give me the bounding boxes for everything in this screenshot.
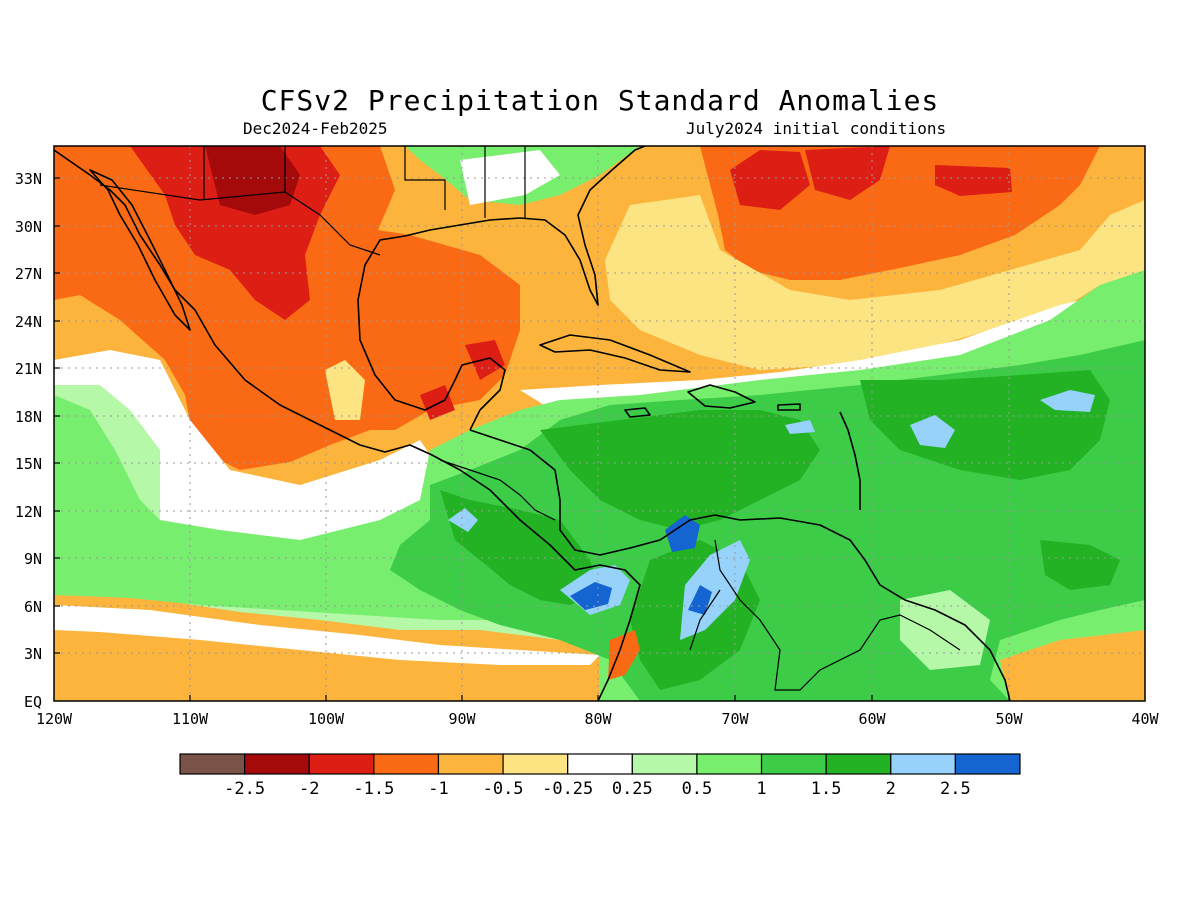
latitude-ticks [54,177,60,654]
colorbar-label: 2.5 [940,779,971,799]
lat-label: 33N [15,170,42,188]
colorbar: -2.5 -2 -1.5 -1 -0.5 -0.25 0.25 0.5 1 1.5 2 2.5 [179,753,1021,799]
lon-label: 70W [721,710,749,728]
map-title: CFSv2 Precipitation Standard Anomalies [260,84,940,117]
gulf-coast [357,235,506,431]
venezuela-coast [659,514,1011,701]
colorbar-swatch [954,753,1021,775]
grid-lines [54,146,1145,701]
guiana-light-green [900,590,990,670]
pacific-white-band [54,605,600,665]
dark-blue-patch-colombia [688,585,712,615]
lon-label: 110W [172,710,209,728]
colorbar-swatch [373,753,440,775]
ecuador-orange-strip [608,630,640,680]
puerto-rico [777,403,801,411]
lat-label: 24N [15,313,42,331]
pacific-orange-south [54,630,600,701]
gulf-yellow-patch [325,360,365,420]
colorbar-swatch [308,753,375,775]
lat-label: 3N [24,645,42,663]
plot-frame [53,145,1146,702]
dark-blue-patch-north-colombia [665,515,700,552]
central-america-borders [439,459,556,521]
atlantic-white-band [520,285,1145,415]
colorbar-label: -2 [299,779,319,799]
colorbar-label: -0.5 [483,779,524,799]
colorbar-swatch [890,753,956,775]
central-america [469,429,661,556]
lat-label: 15N [15,455,42,473]
lon-label: 50W [995,710,1023,728]
lon-label: 40W [1131,710,1159,728]
political-borders [99,146,961,691]
atlantic-red-patch-3 [935,165,1012,196]
colorbar-swatch [244,753,310,775]
colorbar-label: 1 [756,779,766,799]
lat-label: 27N [15,265,42,283]
lat-label: 21N [15,360,42,378]
us-mexico-border [99,184,381,256]
atlantic-yellow-band [605,195,1145,370]
jamaica [624,407,651,418]
lat-label: EQ [24,693,42,711]
gulf-red-patch-2 [420,385,455,420]
lesser-antilles [839,411,861,510]
atlantic-red-patch-2 [805,146,890,200]
longitude-ticks [189,695,1010,701]
lon-label: 60W [858,710,886,728]
us-state-lines [203,146,526,218]
colorbar-swatch [631,753,698,775]
atlantic-red-patch-1 [730,150,810,210]
colorbar-label: 0.25 [612,779,653,799]
blue-patch-colombia [680,540,750,640]
lon-label: 120W [36,710,73,728]
lat-label: 18N [15,408,42,426]
colorbar-swatch [567,753,633,775]
pacific-darkest-green-field [440,490,600,605]
anomaly-fields [54,146,1145,701]
lon-label: 90W [448,710,476,728]
colorbar-label: -1 [428,779,448,799]
colorbar-label: 0.5 [682,779,713,799]
hispaniola [687,384,756,409]
initial-conditions: July2024 initial conditions [686,119,947,138]
us-mexico-pacific-coast [54,149,641,701]
longitude-labels: 120W 110W 100W 90W 80W 70W 60W 50W 40W [36,710,1160,728]
blue-patch-caribbean [785,420,815,434]
coastlines [54,146,1011,701]
atlantic-darkest-green-field-2 [1040,540,1120,590]
latitude-labels: 33N 30N 27N 24N 21N 18N 15N 12N 9N 6N 3N… [15,170,42,711]
blue-patch-atlantic-1 [910,415,955,448]
colorbar-swatch [825,753,892,775]
caribbean-darkest-green-field [540,410,820,530]
lat-label: 12N [15,503,42,521]
forecast-period: Dec2024-Feb2025 [243,119,388,138]
lon-label: 100W [308,710,345,728]
dark-blue-patch-panama [570,582,612,610]
colorbar-swatch [760,753,827,775]
us-gulf-coast [404,146,646,306]
colorbar-swatch [179,753,246,775]
colorbar-label: 1.5 [811,779,842,799]
colorbar-swatch [502,753,569,775]
cuba [539,334,691,373]
colorbar-label: -1.5 [353,779,394,799]
colorbar-label: -0.25 [542,779,593,799]
blue-patch-pacific [448,508,478,532]
south-america-borders [689,539,961,691]
lat-label: 30N [15,218,42,236]
lat-label: 6N [24,598,42,616]
lon-label: 80W [584,710,612,728]
colorbar-swatch [437,753,504,775]
lat-label: 9N [24,550,42,568]
colorbar-label: 2 [886,779,896,799]
colorbar-swatch [696,753,763,775]
colorbar-label: -2.5 [224,779,265,799]
blue-patch-atlantic-2 [1040,390,1095,412]
baja-california [89,169,191,331]
